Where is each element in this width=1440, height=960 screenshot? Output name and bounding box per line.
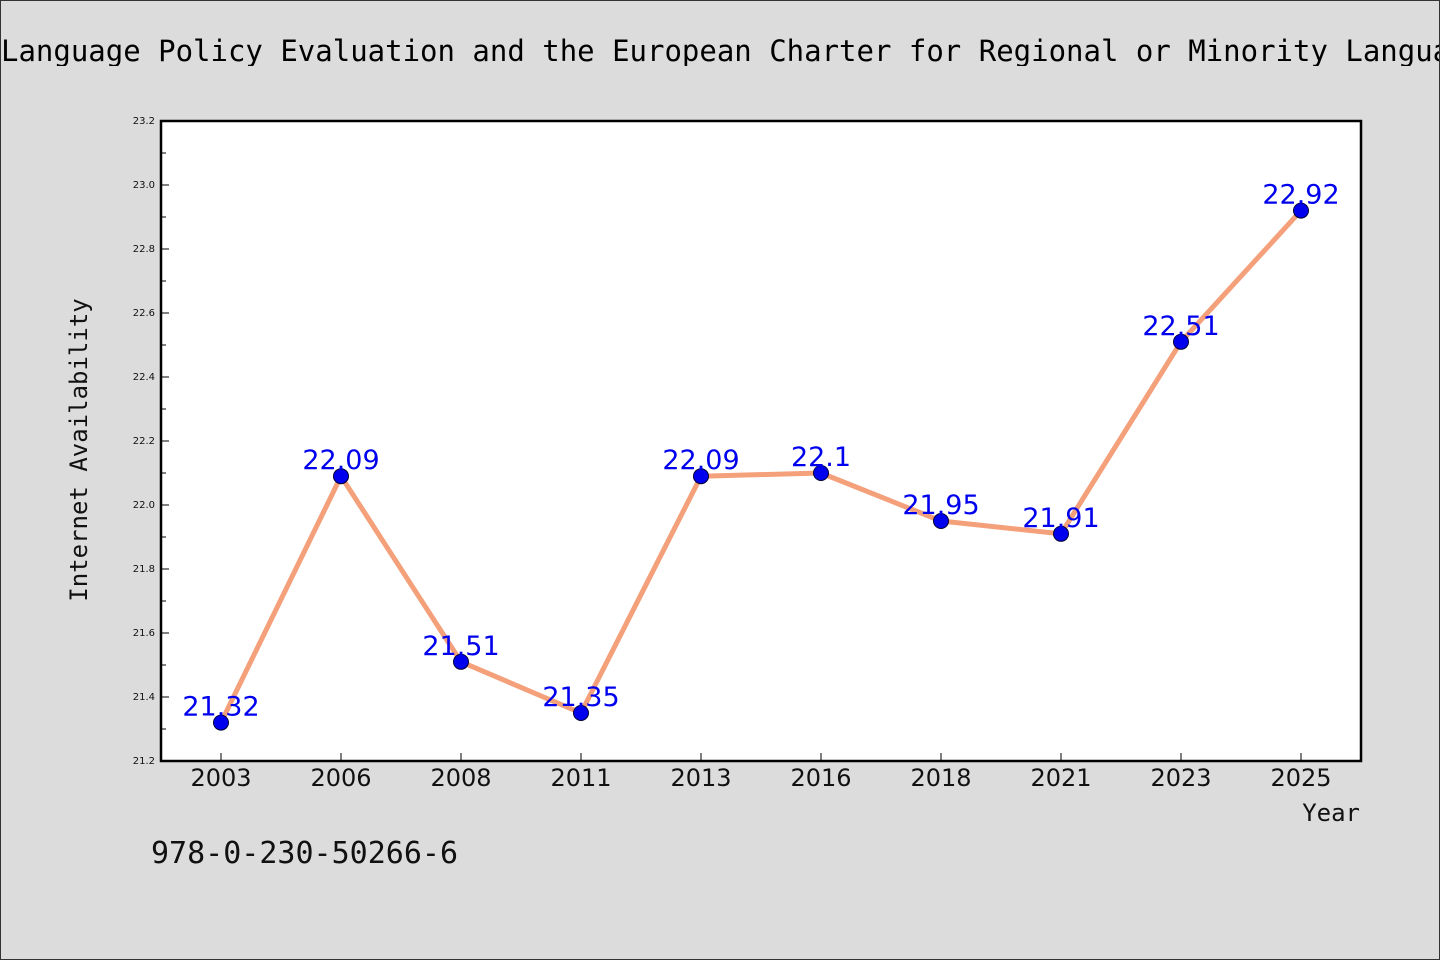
x-tick-label: 2021 — [1030, 764, 1091, 792]
data-label: 22.1 — [791, 442, 851, 473]
y-tick-label: 22.8 — [133, 244, 155, 255]
data-label: 22.09 — [302, 445, 379, 476]
data-point — [1293, 202, 1309, 219]
x-axis-label: Year — [1302, 799, 1360, 827]
data-point — [1053, 525, 1069, 542]
y-tick-label: 23.2 — [133, 116, 155, 127]
x-tick-label: 2011 — [550, 764, 611, 792]
data-label: 21.91 — [1022, 503, 1099, 534]
data-label: 22.09 — [662, 445, 739, 476]
data-point — [573, 705, 589, 721]
y-tick-label: 22.4 — [133, 372, 155, 383]
isbn-label: 978-0-230-50266-6 — [151, 836, 459, 871]
y-tick-label: 22.2 — [133, 436, 155, 447]
x-tick-label: 2003 — [190, 764, 251, 792]
y-axis: 21.2 21.4 21.6 21.8 22.0 22.2 22.4 22.6 22.8 23.0… — [133, 116, 169, 767]
y-axis-label: Internet Availability — [65, 298, 93, 601]
data-label: 22.92 — [1262, 180, 1339, 211]
y-tick-label: 21.8 — [133, 564, 155, 575]
data-point — [453, 653, 469, 670]
plot-area — [159, 119, 1363, 763]
x-tick-label: 2016 — [790, 764, 851, 792]
data-label: 21.32 — [182, 692, 259, 723]
x-tick-label: 2018 — [910, 764, 971, 792]
x-tick-label: 2013 — [670, 764, 731, 792]
y-tick-label: 22.6 — [133, 308, 155, 319]
data-point — [213, 714, 229, 731]
y-tick-label: 22.0 — [133, 500, 155, 511]
y-tick-label: 23.0 — [133, 180, 155, 191]
data-label: 21.95 — [902, 490, 979, 521]
series-line — [218, 208, 1304, 726]
data-point — [693, 468, 709, 485]
x-axis: 2003 2006 2008 2011 2013 2016 2018 2021 2023 2025 — [190, 753, 1332, 792]
data-labels: 21.32 22.09 21.51 21.35 22.09 22.1 21.95 21.91 2… — [182, 180, 1339, 723]
data-point — [813, 465, 829, 481]
chart-title: Language Policy Evaluation and the Europ… — [1, 37, 1439, 66]
data-label: 21.51 — [422, 631, 499, 662]
x-tick-label: 2025 — [1270, 764, 1331, 792]
y-tick-label: 21.2 — [133, 756, 155, 767]
data-point — [933, 513, 949, 529]
data-point — [1173, 333, 1189, 350]
data-point — [333, 468, 349, 485]
x-tick-label: 2006 — [310, 764, 371, 792]
data-label: 21.35 — [542, 682, 619, 713]
data-label: 22.51 — [1142, 311, 1219, 342]
x-tick-label: 2008 — [430, 764, 491, 792]
x-tick-label: 2023 — [1150, 764, 1211, 792]
series-layer — [213, 202, 1309, 731]
y-tick-label: 21.4 — [133, 692, 155, 703]
y-tick-label: 21.6 — [133, 628, 155, 639]
